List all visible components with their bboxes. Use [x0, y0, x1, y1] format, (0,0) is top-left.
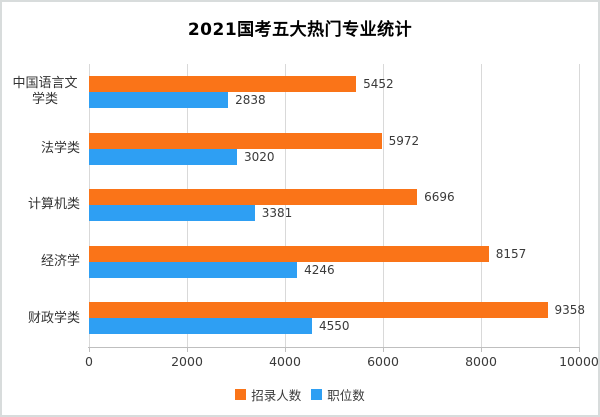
value-label: 5452 — [363, 77, 394, 91]
bar-recruit — [89, 245, 489, 262]
category-label: 经济学 — [8, 234, 80, 291]
legend-swatch — [311, 389, 323, 400]
category-label: 财政学类 — [8, 290, 80, 347]
x-tick-label: 4000 — [269, 354, 301, 369]
category-label: 中国语言文学类 — [8, 64, 80, 121]
value-label: 5972 — [388, 133, 420, 148]
axis-tick — [285, 347, 286, 352]
value-label: 3381 — [261, 206, 293, 221]
category-label-text: 中国语言文学类 — [12, 76, 78, 108]
category-label-text: 经济学 — [40, 253, 80, 269]
value-label: 4550 — [319, 319, 350, 334]
bar-positions — [89, 318, 312, 335]
gridline — [579, 64, 580, 347]
x-tick-label: 2000 — [171, 354, 203, 369]
axis-tick — [579, 347, 580, 352]
x-tick-label: 10000 — [559, 354, 599, 369]
value-label: 9358 — [554, 303, 586, 318]
legend: 招录人数 职位数 — [2, 385, 598, 404]
legend-item: 招录人数 — [235, 385, 301, 404]
axis-tick — [187, 347, 188, 352]
x-tick-label: 6000 — [367, 354, 399, 369]
category-label-text: 法学类 — [40, 140, 80, 156]
x-tick-label: 0 — [85, 354, 93, 369]
category-label: 计算机类 — [8, 177, 80, 234]
axis-tick — [89, 347, 90, 352]
value-label: 2838 — [235, 93, 266, 107]
gridline — [285, 64, 286, 347]
value-label: 6696 — [424, 190, 455, 205]
gridline — [481, 64, 482, 347]
bar-recruit — [89, 189, 418, 206]
bar-recruit — [89, 76, 357, 92]
x-tick-label: 8000 — [465, 354, 497, 369]
bar-positions — [89, 261, 298, 278]
x-axis-line — [88, 347, 580, 348]
bar-positions — [89, 92, 229, 108]
bar-recruit — [89, 302, 548, 319]
bar-recruit — [89, 132, 382, 149]
legend-swatch — [235, 389, 247, 400]
legend-label: 招录人数 — [251, 388, 302, 403]
bar-positions — [89, 205, 255, 222]
chart-title: 2021国考五大热门专业统计 — [187, 20, 413, 40]
value-label: 8157 — [495, 246, 527, 261]
axis-tick — [383, 347, 384, 352]
category-label-text: 计算机类 — [27, 197, 80, 213]
plot-area: 5452 2838 5972 3020 6696 3381 8157 4246 9358 4550 — [89, 64, 585, 347]
gridline — [383, 64, 384, 347]
legend-item: 职位数 — [311, 385, 365, 404]
value-label: 3020 — [244, 149, 275, 164]
category-label-text: 财政学类 — [27, 310, 80, 326]
category-label: 法学类 — [8, 121, 80, 178]
value-label: 4246 — [304, 262, 335, 277]
bar-positions — [89, 148, 237, 165]
legend-label: 职位数 — [327, 388, 365, 403]
axis-tick — [481, 347, 482, 352]
